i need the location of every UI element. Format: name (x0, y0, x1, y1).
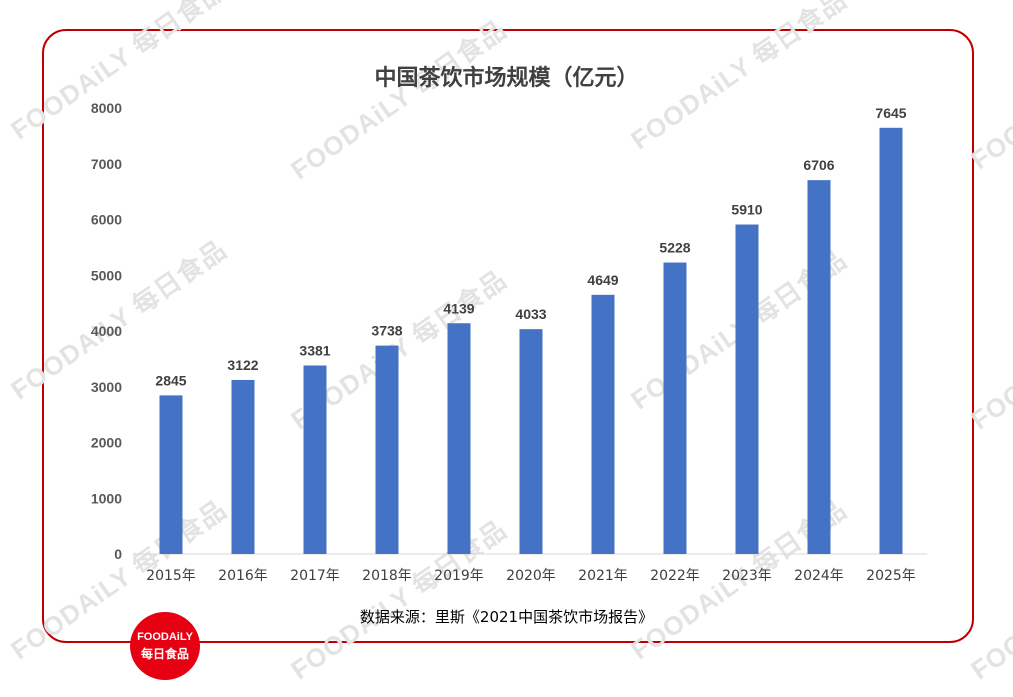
data-label: 5228 (659, 240, 690, 256)
x-tick-label: 2018年 (362, 568, 412, 584)
bar (303, 365, 327, 554)
x-tick-label: 2022年 (650, 568, 700, 584)
data-label: 3381 (299, 343, 330, 359)
x-tick-label: 2023年 (722, 568, 772, 584)
bar (375, 345, 399, 554)
x-tick-label: 2016年 (218, 568, 268, 584)
bar (519, 329, 543, 554)
bar (591, 294, 615, 554)
x-tick-label: 2021年 (578, 568, 628, 584)
data-label: 3738 (371, 323, 402, 339)
bar (735, 224, 759, 554)
data-label: 4033 (515, 306, 546, 322)
bar (663, 262, 687, 554)
y-tick-label: 7000 (91, 156, 122, 172)
data-label: 4139 (443, 300, 474, 316)
x-tick-label: 2020年 (506, 568, 556, 584)
data-label: 5910 (731, 202, 762, 218)
y-tick-label: 3000 (91, 379, 122, 395)
x-tick-label: 2015年 (146, 568, 196, 584)
bar (879, 127, 903, 554)
logo-text-en: FOODAiLY (137, 631, 193, 643)
data-label: 7645 (875, 105, 906, 121)
chart-title: 中国茶饮市场规模（亿元） (374, 66, 639, 91)
y-tick-label: 6000 (91, 212, 122, 228)
data-label: 2845 (155, 372, 186, 388)
y-tick-label: 8000 (91, 100, 122, 116)
data-label: 6706 (803, 157, 834, 173)
y-tick-label: 0 (114, 546, 122, 562)
x-tick-label: 2017年 (290, 568, 340, 584)
bar (231, 379, 255, 554)
x-tick-label: 2024年 (794, 568, 844, 584)
data-label: 3122 (227, 357, 258, 373)
bar (807, 180, 831, 554)
source-note: 数据来源：里斯《2021中国茶饮市场报告》 (359, 608, 654, 626)
foodaily-logo: FOODAiLY 每日食品 (130, 612, 200, 680)
data-label: 4649 (587, 272, 618, 288)
bar (159, 395, 183, 554)
y-tick-label: 4000 (91, 323, 122, 339)
bar (447, 323, 471, 554)
y-tick-label: 1000 (91, 490, 122, 506)
x-tick-label: 2025年 (866, 568, 916, 584)
x-tick-label: 2019年 (434, 568, 484, 584)
logo-text-cn: 每日食品 (140, 647, 189, 661)
y-tick-label: 5000 (91, 267, 122, 283)
y-tick-label: 2000 (91, 435, 122, 451)
